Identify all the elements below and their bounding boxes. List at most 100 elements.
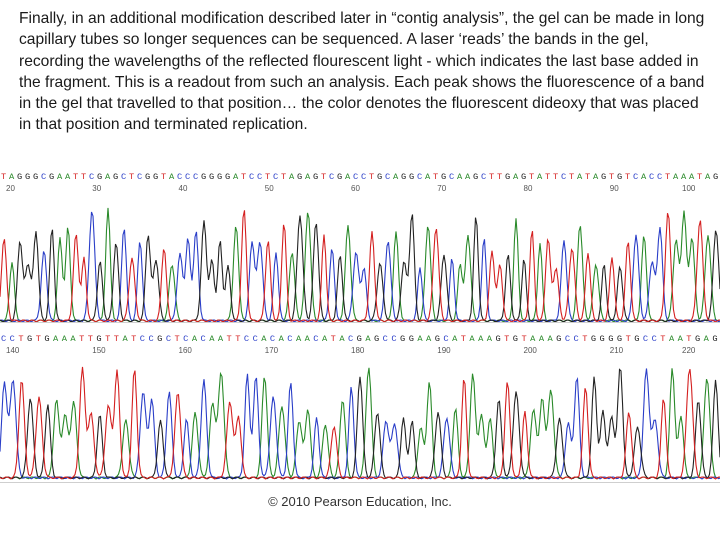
base-letter: G [601,172,607,182]
base-letter: T [433,172,439,182]
trace-channel-C [0,368,720,480]
base-letter: C [313,334,319,344]
position-number: 20 [6,184,15,193]
base-letter: T [582,334,588,344]
base-letter: A [53,334,59,344]
base-letter: T [585,172,591,182]
base-letter: A [217,334,223,344]
trace-channel-G [0,214,720,323]
base-letter: C [9,334,15,344]
base-letter: G [408,334,414,344]
base-letter: G [201,172,207,182]
base-letter: C [443,334,449,344]
base-letter: C [573,334,579,344]
base-letter: T [113,334,119,344]
position-number: 140 [6,346,20,355]
base-letter: C [193,172,199,182]
base-letter: C [121,172,127,182]
base-letter: A [513,172,519,182]
base-letter: G [712,334,718,344]
base-letter: C [185,172,191,182]
base-letter: A [65,172,71,182]
panel-divider-bottom [0,482,720,483]
base-letter: T [697,172,703,182]
base-letter: T [73,172,79,182]
base-letter: A [703,334,709,344]
base-letter: A [209,334,215,344]
base-letter: C [642,334,648,344]
base-letter: C [1,334,7,344]
base-letter: G [713,172,719,182]
base-letter: A [537,172,543,182]
base-letter: T [1,172,7,182]
base-letter: G [434,334,440,344]
base-letter: A [486,334,492,344]
base-letter: C [561,172,567,182]
base-letter: C [243,334,249,344]
chromatogram-trace-bottom [0,366,720,480]
base-letter: A [191,334,197,344]
base-letter: C [257,172,263,182]
base-letter: G [608,334,614,344]
base-letter: C [139,334,145,344]
base-letter: C [657,172,663,182]
base-letter: G [400,334,406,344]
base-letter: T [569,172,575,182]
base-letter: T [369,172,375,182]
base-letter: A [233,172,239,182]
base-letter: G [590,334,596,344]
base-letter: T [460,334,466,344]
base-letter: A [426,334,432,344]
base-letter: T [625,334,631,344]
base-letter: T [174,334,180,344]
base-letter: T [665,172,671,182]
base-letter: G [374,334,380,344]
base-letter: T [87,334,93,344]
base-letter: C [252,334,258,344]
base-letter: A [393,172,399,182]
position-number: 90 [609,184,619,193]
base-letter: A [705,172,711,182]
base-letter: A [289,172,295,182]
base-letter: A [452,334,458,344]
base-letter: C [649,172,655,182]
base-letter: A [593,172,599,182]
base-letter: T [504,334,510,344]
base-letter: A [547,334,553,344]
base-letter: A [295,334,301,344]
base-letter: T [521,334,527,344]
base-letter: A [169,172,175,182]
base-letter: C [361,172,367,182]
copyright-footer: © 2010 Pearson Education, Inc. [268,494,452,509]
base-letter: C [391,334,397,344]
base-letter: A [478,334,484,344]
base-letter: A [105,172,111,182]
base-letter: A [577,172,583,182]
base-letter: C [249,172,255,182]
base-letter: T [625,172,631,182]
base-letter: C [353,172,359,182]
position-number: 200 [523,346,537,355]
position-number: 80 [523,184,533,193]
base-letter: C [273,172,279,182]
base-letter: A [469,334,475,344]
base-letter: G [409,172,415,182]
base-letter: T [321,172,327,182]
chromatogram-trace-top [0,207,720,323]
base-letter: G [356,334,362,344]
position-number: 160 [178,346,192,355]
base-letter: A [641,172,647,182]
base-letter: G [521,172,527,182]
base-letter: C [329,172,335,182]
position-number: 70 [437,184,447,193]
base-letter: C [200,334,206,344]
trace-channel-A [0,367,720,480]
base-letter: C [481,172,487,182]
base-letter: A [689,172,695,182]
base-letter: G [512,334,518,344]
base-letter: T [226,334,232,344]
base-letter: G [495,334,501,344]
base-letter: A [425,172,431,182]
base-letter: G [113,172,119,182]
base-letter: A [304,334,310,344]
